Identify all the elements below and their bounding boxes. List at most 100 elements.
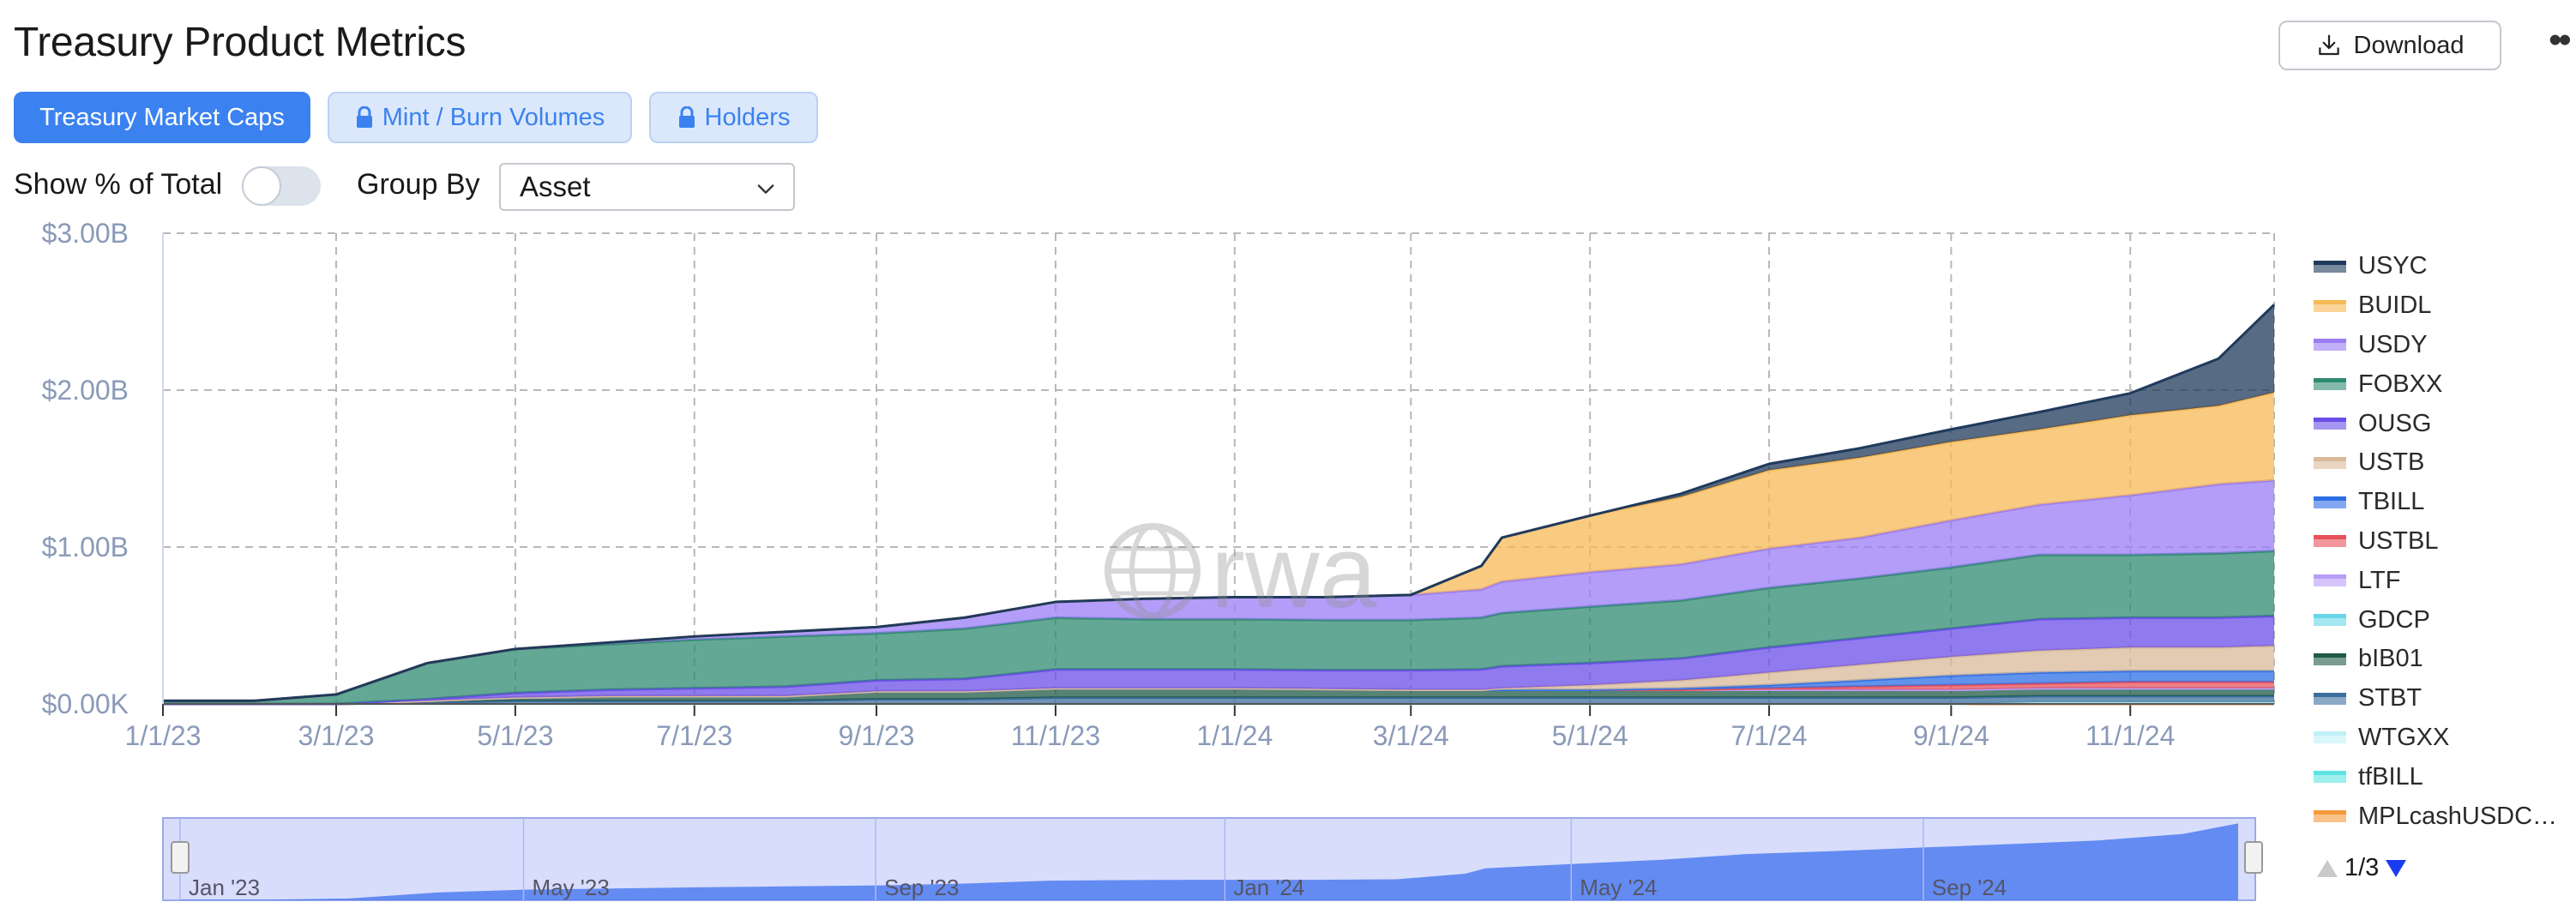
pager-text: 1/3 — [2344, 854, 2380, 881]
legend-label: USTBL — [2358, 526, 2439, 555]
x-tick-label: 9/1/24 — [1913, 720, 1989, 751]
legend-swatch — [2314, 260, 2346, 273]
x-tick-label: 5/1/23 — [477, 720, 553, 751]
area-tbill — [163, 670, 2274, 704]
navigator-label: May '24 — [1580, 875, 1657, 900]
legend-label: USDY — [2358, 330, 2428, 358]
legend-item[interactable]: GDCP — [2314, 600, 2557, 640]
legend-item[interactable]: bIB01 — [2314, 640, 2557, 679]
legend-swatch — [2314, 771, 2346, 784]
navigator-label: Jan '23 — [189, 875, 260, 900]
tab-label: Treasury Market Caps — [39, 103, 285, 131]
tab-holders[interactable]: Holders — [649, 92, 818, 143]
x-tick-label: 3/1/23 — [298, 720, 375, 751]
x-tick-label: 7/1/23 — [656, 720, 732, 751]
line-ousg — [163, 615, 2275, 706]
show-percent-label: Show % of Total — [14, 168, 223, 201]
x-tick-label: 1/1/24 — [1196, 720, 1273, 751]
pager-down-icon[interactable] — [2384, 858, 2408, 879]
legend-swatch — [2314, 614, 2346, 627]
pager-up-icon[interactable] — [2315, 858, 2339, 879]
lock-icon — [356, 106, 372, 128]
tab-label: Holders — [704, 103, 791, 131]
watermark-logo: rwa — [1104, 514, 1377, 629]
group-by-select[interactable]: Asset — [499, 163, 795, 211]
navigator-label: Sep '23 — [884, 875, 959, 900]
show-percent-toggle[interactable] — [242, 166, 321, 206]
legend-item[interactable]: OUSG — [2314, 404, 2557, 443]
legend-label: USTB — [2358, 448, 2425, 477]
legend-swatch — [2314, 810, 2346, 823]
legend-item[interactable]: TBILL — [2314, 483, 2557, 522]
y-tick-label: $0.00K — [42, 689, 129, 719]
x-tick-label: 11/1/23 — [1011, 720, 1100, 751]
legend-item[interactable]: USYC — [2314, 247, 2557, 286]
legend-swatch — [2314, 299, 2346, 312]
legend-swatch — [2314, 456, 2346, 469]
tab-treasury-market-caps[interactable]: Treasury Market Caps — [14, 92, 310, 143]
navigator-label: May '23 — [533, 875, 610, 900]
legend-swatch — [2314, 731, 2346, 744]
legend-label: FOBXX — [2358, 370, 2443, 398]
download-icon — [2318, 34, 2339, 56]
lock-icon — [678, 106, 695, 128]
legend-item[interactable]: USTB — [2314, 443, 2557, 483]
legend-item[interactable]: STBT — [2314, 679, 2557, 719]
x-tick-label: 1/1/23 — [125, 720, 202, 751]
download-label: Download — [2353, 31, 2465, 59]
legend-item[interactable]: WTGXX — [2314, 719, 2557, 758]
legend-item[interactable]: BUIDL — [2314, 286, 2557, 326]
legend-item[interactable]: FOBXX — [2314, 364, 2557, 404]
area-fobxx — [163, 550, 2274, 704]
tab-mint-burn-volumes[interactable]: Mint / Burn Volumes — [328, 92, 632, 143]
legend-label: WTGXX — [2358, 723, 2450, 751]
legend-swatch — [2314, 535, 2346, 548]
navigator-label: Jan '24 — [1233, 875, 1304, 900]
legend-item[interactable]: USTBL — [2314, 522, 2557, 562]
x-tick-label: 11/1/24 — [2085, 720, 2175, 751]
chevron-down-icon — [757, 184, 774, 194]
chart-legend: USYC BUIDL USDY FOBXX OUSG USTB TBILL USTBL LTF G… — [2314, 247, 2557, 836]
download-button[interactable]: Download — [2278, 21, 2501, 70]
x-tick-label: 5/1/24 — [1552, 720, 1628, 751]
legend-label: OUSG — [2358, 409, 2432, 437]
navigator-label: Sep '24 — [1932, 875, 2007, 900]
legend-swatch — [2314, 692, 2346, 705]
legend-label: USYC — [2358, 252, 2428, 280]
legend-swatch — [2314, 418, 2346, 430]
navigator-handle-right — [2244, 841, 2263, 874]
legend-item[interactable]: USDY — [2314, 326, 2557, 365]
legend-swatch — [2314, 339, 2346, 352]
navigator-area — [180, 823, 2238, 900]
legend-label: TBILL — [2358, 488, 2425, 516]
legend-swatch — [2314, 378, 2346, 391]
legend-label: STBT — [2358, 684, 2423, 713]
legend-label: LTF — [2358, 566, 2401, 594]
y-tick-label: $2.00B — [42, 375, 129, 406]
more-menu-button[interactable]: •• — [2549, 19, 2572, 61]
x-tick-label: 7/1/24 — [1731, 720, 1808, 751]
legend-swatch — [2314, 496, 2346, 508]
legend-swatch — [2314, 574, 2346, 587]
page-title: Treasury Product Metrics — [14, 20, 466, 65]
legend-label: BUIDL — [2358, 292, 2432, 320]
x-tick-label: 3/1/24 — [1373, 720, 1449, 751]
legend-label: tfBILL — [2358, 762, 2423, 791]
tab-label: Mint / Burn Volumes — [382, 103, 605, 131]
y-tick-label: $1.00B — [42, 532, 129, 562]
legend-item[interactable]: LTF — [2314, 561, 2557, 600]
market-cap-chart: $0.00K $1.00B $2.00B $3.00B 1/1/23 3/1/23 5/1/… — [42, 218, 2276, 901]
area-ustb — [163, 646, 2274, 704]
x-tick-label: 9/1/23 — [839, 720, 915, 751]
legend-item[interactable]: MPLcashUSDC… — [2314, 797, 2557, 836]
navigator-handle-left — [171, 841, 190, 874]
legend-label: GDCP — [2358, 605, 2430, 634]
legend-label: bIB01 — [2358, 645, 2423, 673]
legend-label: MPLcashUSDC… — [2358, 802, 2558, 830]
group-by-label: Group By — [357, 168, 480, 201]
legend-item[interactable]: tfBILL — [2314, 757, 2557, 797]
y-tick-label: $3.00B — [42, 218, 129, 249]
group-by-value: Asset — [520, 171, 591, 202]
legend-pager: 1/3 — [2315, 854, 2408, 882]
line-usyc — [163, 304, 2276, 702]
